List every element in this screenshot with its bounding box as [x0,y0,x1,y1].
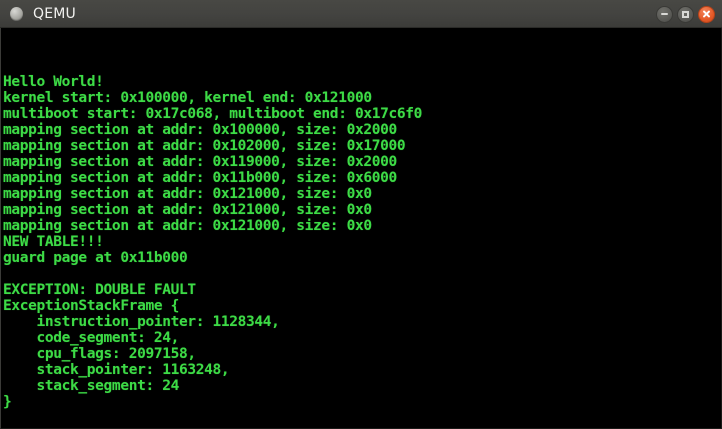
console-line: kernel start: 0x100000, kernel end: 0x12… [3,90,372,106]
console-line: ExceptionStackFrame { [3,298,179,314]
close-icon [702,10,711,19]
minimize-icon [661,13,668,15]
console-line: mapping section at addr: 0x100000, size:… [3,122,397,138]
console-line: } [3,394,12,410]
console-line: mapping section at addr: 0x121000, size:… [3,202,372,218]
qemu-dot-icon [10,6,23,21]
window-titlebar[interactable]: QEMU [0,0,722,28]
maximize-button[interactable] [677,5,694,23]
console-line: NEW TABLE!!! [3,234,104,250]
console-line: code_segment: 24, [3,330,180,346]
console-line: instruction_pointer: 1128344, [3,314,280,330]
console-line: guard page at 0x11b000 [3,250,188,266]
vm-display[interactable]: Hello World! kernel start: 0x100000, kern… [0,28,722,429]
titlebar-left-group: QEMU [0,6,76,22]
console-output: Hello World! kernel start: 0x100000, kern… [3,74,721,410]
console-line: mapping section at addr: 0x102000, size:… [3,138,406,154]
minimize-button[interactable] [656,5,673,23]
console-line [3,266,721,282]
console-line: mapping section at addr: 0x121000, size:… [3,186,372,202]
console-line: stack_segment: 24 [3,378,180,394]
console-line: mapping section at addr: 0x121000, size:… [3,218,372,234]
console-line: multiboot start: 0x17c068, multiboot end… [3,106,422,122]
window-controls [656,0,715,28]
console-line: EXCEPTION: DOUBLE FAULT [3,282,196,298]
console-line: mapping section at addr: 0x11b000, size:… [3,170,397,186]
close-button[interactable] [698,5,715,23]
console-line: stack_pointer: 1163248, [3,362,230,378]
window-title: QEMU [33,5,76,22]
console-line: cpu_flags: 2097158, [3,346,197,362]
console-line: Hello World! [3,74,104,90]
maximize-icon [682,10,689,18]
console-line: mapping section at addr: 0x119000, size:… [3,154,397,170]
